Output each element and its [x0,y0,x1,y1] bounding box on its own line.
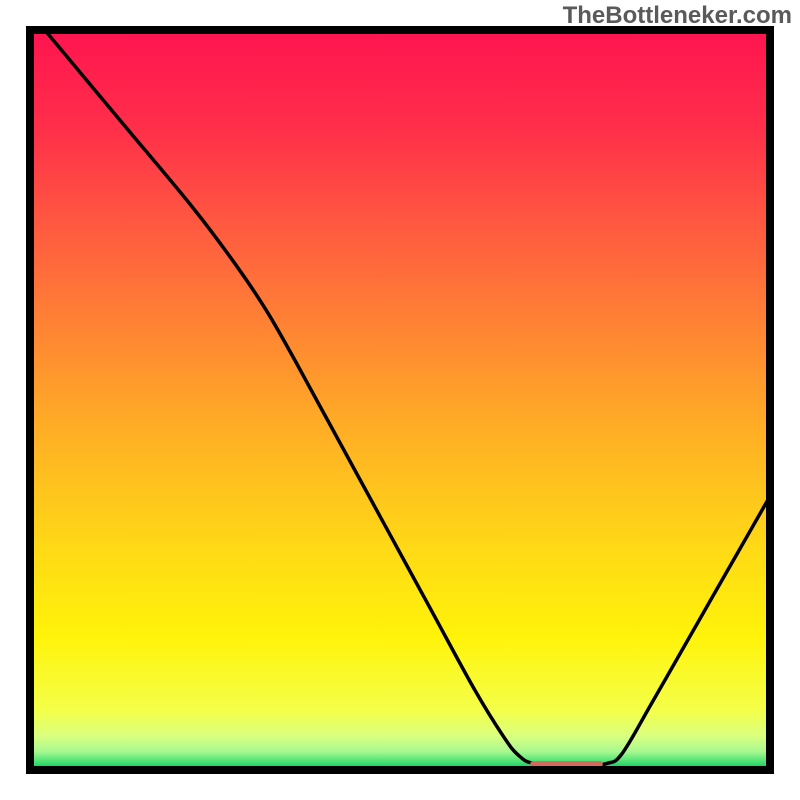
chart-frame: TheBottleneker.com [0,0,800,800]
bottleneck-chart [0,0,800,800]
heatmap-background [30,30,770,770]
plot-area [30,30,770,770]
